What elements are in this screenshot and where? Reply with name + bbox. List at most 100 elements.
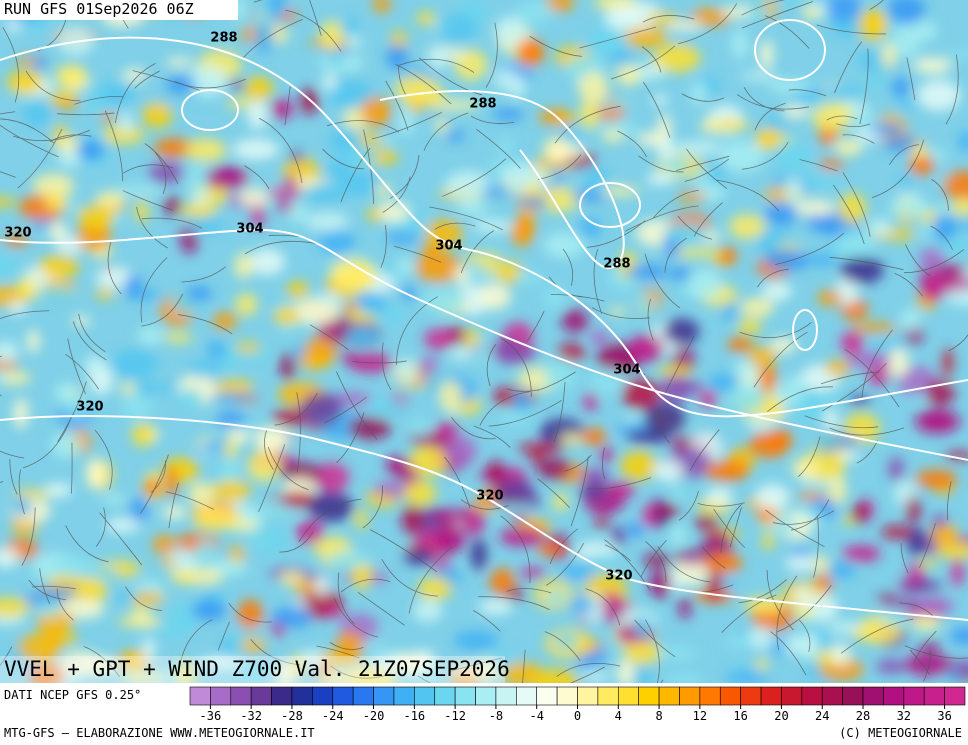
vvel-cell (646, 172, 676, 186)
streamline (2, 27, 20, 103)
vvel-cell (131, 422, 155, 447)
streamline (134, 70, 160, 89)
vvel-cell (57, 150, 83, 167)
vvel-cell (112, 349, 158, 380)
vvel-cell (754, 484, 791, 510)
colorbar-swatch (434, 686, 456, 706)
streamline (177, 314, 233, 335)
vvel-cell (783, 103, 809, 119)
map-title: VVEL + GPT + WIND Z700 Val. 21Z07SEP2026 (4, 657, 510, 681)
streamline (250, 639, 301, 666)
vvel-cell (518, 442, 564, 455)
vvel-cell (950, 628, 968, 645)
streamline (32, 585, 76, 590)
vvel-cell (439, 380, 462, 412)
vvel-cell (583, 31, 628, 57)
streamline (538, 154, 582, 180)
streamline (522, 649, 526, 683)
streamline (442, 158, 507, 197)
colorbar-swatch (332, 686, 354, 706)
vvel-cell (609, 481, 636, 498)
colorbar-swatch (414, 686, 436, 706)
vvel-cell (298, 353, 331, 370)
streamline (150, 460, 166, 493)
streamline (757, 268, 789, 288)
streamline (351, 360, 407, 364)
vvel-cell (756, 125, 781, 150)
streamline (945, 54, 959, 125)
vvel-cell (396, 257, 414, 276)
vvel-cell (410, 436, 451, 447)
streamline (296, 392, 301, 473)
vvel-cell (581, 428, 607, 446)
vvel-cell (935, 219, 968, 229)
vvel-cell (666, 20, 704, 32)
streamline (22, 419, 71, 469)
streamline (738, 579, 787, 604)
vvel-cell (480, 263, 517, 273)
colorbar-tick-label: -20 (363, 709, 385, 723)
colorbar-swatch (842, 686, 864, 706)
streamline (601, 447, 606, 480)
vvel-cell (677, 191, 707, 202)
streamline (946, 481, 952, 521)
vvel-cell (488, 459, 504, 486)
streamline (56, 588, 74, 621)
vvel-cell (624, 264, 668, 279)
streamline (429, 206, 503, 231)
colorbar-swatch (271, 686, 293, 706)
vvel-cell (416, 11, 436, 25)
vvel-cell (18, 276, 37, 295)
vvel-cell (747, 626, 774, 650)
streamline (18, 469, 25, 515)
legend-source: DATI NCEP GFS 0.25° (4, 688, 141, 702)
vvel-cell (133, 591, 164, 605)
vvel-cell (759, 39, 774, 70)
vvel-cell (691, 80, 707, 107)
vvel-cell (404, 547, 433, 566)
streamline (741, 0, 786, 16)
vvel-cell (494, 16, 527, 47)
vvel-cell (839, 192, 866, 224)
vvel-cell (449, 664, 498, 675)
streamline (506, 588, 552, 594)
vvel-cell (335, 630, 364, 659)
vvel-cell (553, 633, 579, 650)
streamline (776, 575, 798, 651)
vvel-cell (823, 408, 838, 436)
vvel-cell (403, 480, 437, 506)
vvel-cell (53, 135, 80, 152)
vvel-cell (291, 581, 321, 593)
vvel-cell (934, 542, 968, 559)
streamline (136, 206, 168, 249)
vvel-cell (515, 270, 543, 286)
vvel-cell (597, 592, 625, 623)
streamline (94, 429, 113, 490)
vvel-cell (747, 346, 778, 368)
vvel-cell (164, 549, 198, 575)
streamline (856, 440, 879, 464)
streamline (686, 148, 728, 189)
vvel-cell (237, 599, 264, 630)
vvel-cell (407, 419, 433, 438)
streamline (788, 89, 827, 97)
streamline (822, 362, 887, 412)
vvel-cell (731, 28, 749, 61)
streamline (617, 130, 647, 158)
vvel-cell (568, 597, 594, 614)
vvel-cell (218, 638, 240, 660)
streamline (500, 515, 531, 584)
streamline (144, 143, 179, 185)
streamline (500, 337, 532, 397)
vvel-cell (740, 365, 757, 390)
streamline (0, 171, 16, 178)
vvel-cell (526, 180, 541, 195)
streamline (553, 381, 566, 443)
vvel-cell (620, 451, 658, 481)
vvel-cell (348, 416, 392, 440)
colorbar-tick-label: 12 (693, 709, 707, 723)
colorbar-swatch (923, 686, 945, 706)
vvel-cell (130, 610, 153, 627)
vvel-cell (272, 408, 311, 427)
